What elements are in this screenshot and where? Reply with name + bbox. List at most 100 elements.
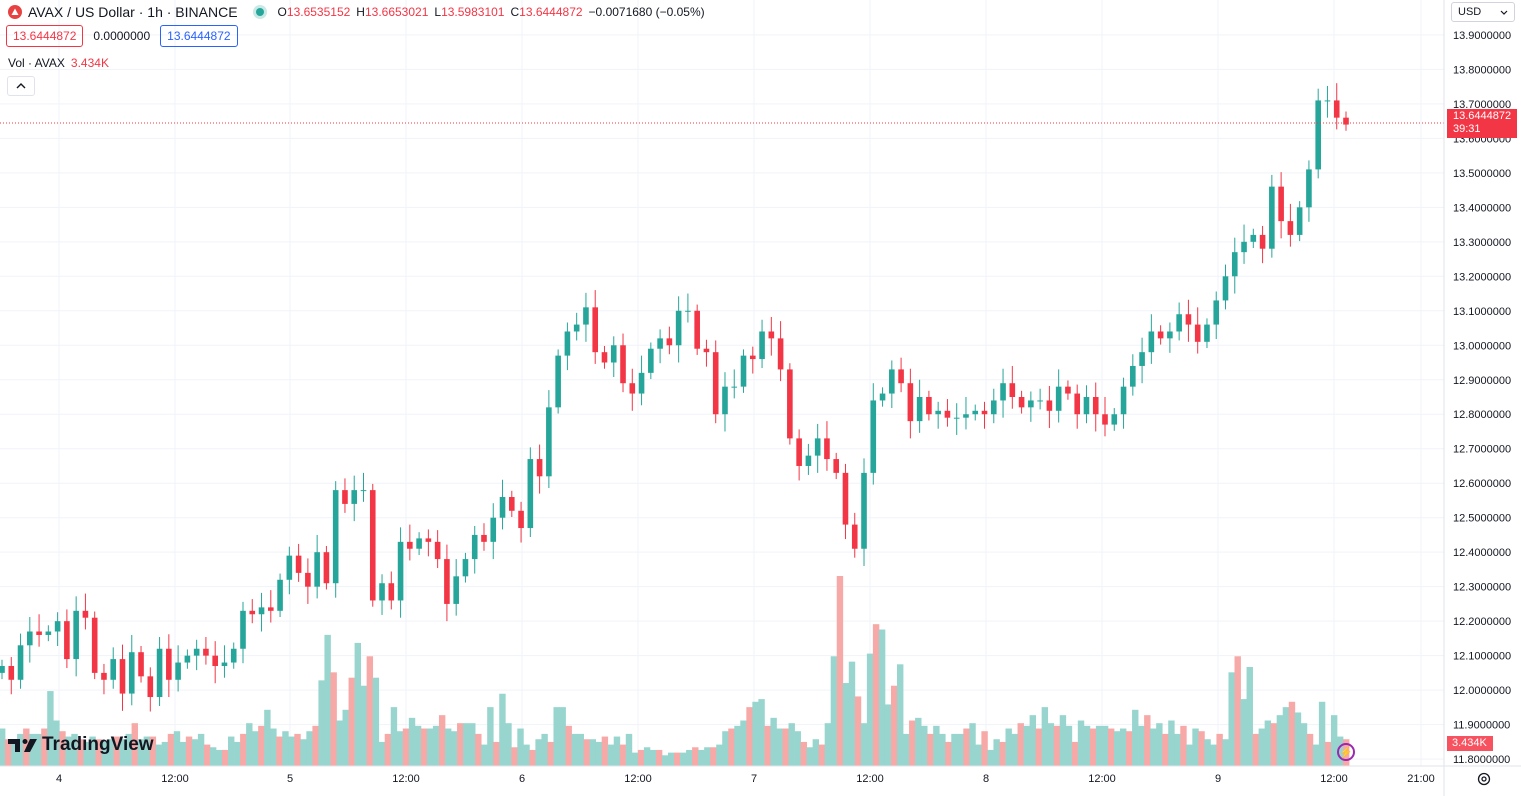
volume-label[interactable]: Vol · AVAX	[8, 56, 65, 70]
candle-body	[666, 338, 673, 346]
volume-bar	[1126, 731, 1133, 766]
volume-bar	[197, 733, 205, 766]
chevron-down-icon	[1500, 10, 1508, 15]
price-tick-label: 11.9000000	[1453, 720, 1510, 732]
volume-bar	[444, 728, 452, 766]
volume-bar	[438, 715, 446, 766]
volume-bar	[1282, 707, 1290, 766]
candle-body	[555, 355, 561, 408]
candle-body	[110, 659, 117, 680]
volume-bar	[1053, 725, 1061, 766]
candle-body	[128, 652, 135, 694]
collapse-legend-button[interactable]	[7, 76, 35, 96]
volume-bar	[752, 701, 759, 766]
volume-bar	[191, 739, 199, 766]
symbol-title[interactable]: AVAX / US Dollar · 1h · BINANCE	[28, 4, 238, 20]
candle-body	[240, 610, 246, 649]
tradingview-logo[interactable]: TradingView	[8, 734, 154, 756]
gear-icon[interactable]	[1476, 771, 1492, 787]
ask-price[interactable]: 13.6444872	[160, 25, 238, 47]
candle-body	[332, 490, 339, 584]
volume-bar	[601, 736, 609, 766]
price-tick-label: 13.0000000	[1453, 340, 1511, 352]
volume-bar	[806, 747, 814, 766]
volume-bar	[517, 728, 524, 766]
candle-body	[1046, 400, 1053, 411]
volume-bar	[1312, 744, 1320, 766]
candle-body	[1241, 241, 1247, 253]
volume-bar	[511, 747, 518, 766]
candle-body	[963, 414, 969, 418]
market-status-icon[interactable]	[255, 8, 264, 16]
volume-bar	[722, 731, 729, 766]
candle-body	[295, 555, 302, 573]
volume-bar	[1294, 712, 1302, 766]
volume-bar	[680, 752, 687, 766]
volume-bar	[228, 736, 235, 766]
volume-bar	[1204, 739, 1211, 766]
volume-bar	[1228, 672, 1235, 766]
volume-bar	[1192, 728, 1199, 766]
volume-bar	[1198, 731, 1205, 766]
candle-body	[712, 352, 719, 415]
volume-bar	[728, 728, 735, 766]
volume-bar	[1071, 741, 1079, 766]
candle-body	[388, 583, 395, 601]
volume-bar	[221, 749, 229, 766]
candle-body	[36, 631, 42, 635]
volume-bar	[113, 736, 120, 766]
volume-bar	[1017, 723, 1024, 766]
time-tick-label: 9	[1215, 773, 1221, 785]
time-tick-label: 12:00	[1088, 773, 1116, 785]
price-tick-label: 12.4000000	[1453, 547, 1511, 559]
volume-bar	[288, 736, 295, 766]
candle-body	[685, 310, 691, 312]
volume-bar	[800, 741, 807, 766]
candle-body	[1055, 386, 1062, 411]
volume-bar	[1186, 744, 1193, 766]
volume-bar	[1234, 656, 1241, 766]
volume-bar	[41, 728, 48, 766]
candle-body	[184, 655, 191, 663]
candle-body	[629, 383, 636, 394]
volume-bar	[264, 709, 271, 766]
candle-body	[870, 400, 877, 473]
candle-body	[1018, 397, 1025, 408]
candle-body	[1269, 186, 1275, 249]
volume-tag: 3.434K	[1447, 736, 1493, 751]
candle-body	[156, 648, 163, 698]
volume-bar	[0, 728, 6, 766]
volume-bar	[1222, 739, 1229, 766]
volume-bar	[336, 720, 343, 766]
candle-body	[990, 400, 997, 415]
volume-bar	[1035, 728, 1043, 766]
volume-bar	[125, 733, 132, 766]
bid-price[interactable]: 13.6444872	[6, 25, 84, 47]
candle-body	[73, 610, 79, 660]
price-tick-label: 13.1000000	[1453, 306, 1511, 318]
volume-bar	[276, 736, 283, 766]
candle-body	[824, 438, 830, 460]
candlesticks	[0, 83, 1349, 712]
volume-bar	[740, 720, 747, 766]
volume-bar	[29, 733, 36, 766]
lightning-icon[interactable]: ⚡	[1337, 743, 1355, 761]
candle-body	[833, 459, 840, 473]
volume-bar	[794, 731, 801, 766]
volume-bar	[426, 728, 434, 766]
price-tick-label: 13.8000000	[1453, 64, 1511, 76]
volume-bar	[119, 739, 126, 766]
time-axis: 4 12:00 5 12:00 6 12:00 7 12:00 8 12:00 9 12:00 21:0…	[0, 765, 1521, 785]
candle-body	[221, 662, 228, 666]
currency-select[interactable]: USD	[1451, 2, 1515, 22]
volume-bar	[999, 741, 1006, 766]
volume-bar	[300, 739, 307, 766]
volume-bar	[884, 704, 892, 766]
volume-bar	[643, 747, 651, 766]
volume-bar	[463, 723, 470, 766]
volume-bar	[1005, 728, 1012, 766]
volume-bar	[589, 739, 597, 766]
candle-body	[842, 472, 849, 525]
volume-bar	[203, 744, 211, 766]
